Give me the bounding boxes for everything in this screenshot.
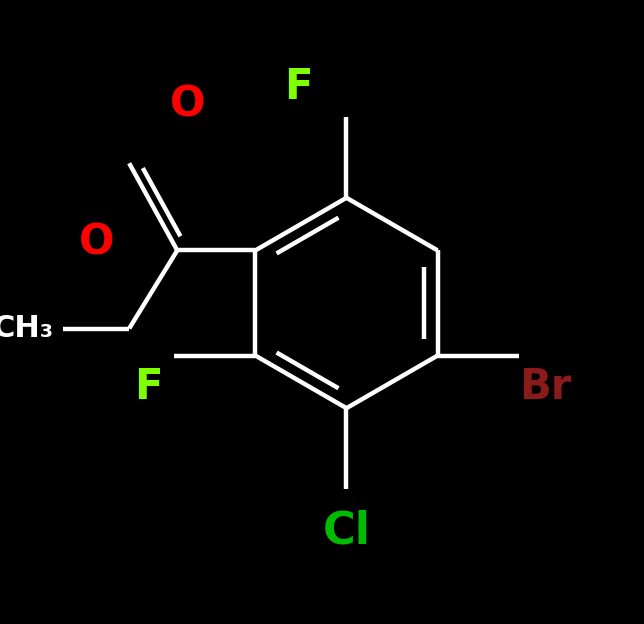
Text: CH₃: CH₃ — [0, 314, 54, 343]
Text: F: F — [284, 66, 312, 107]
Text: O: O — [169, 84, 205, 125]
Text: F: F — [134, 366, 162, 408]
Text: Br: Br — [518, 366, 571, 408]
Text: O: O — [79, 222, 115, 264]
Text: Cl: Cl — [323, 510, 370, 553]
